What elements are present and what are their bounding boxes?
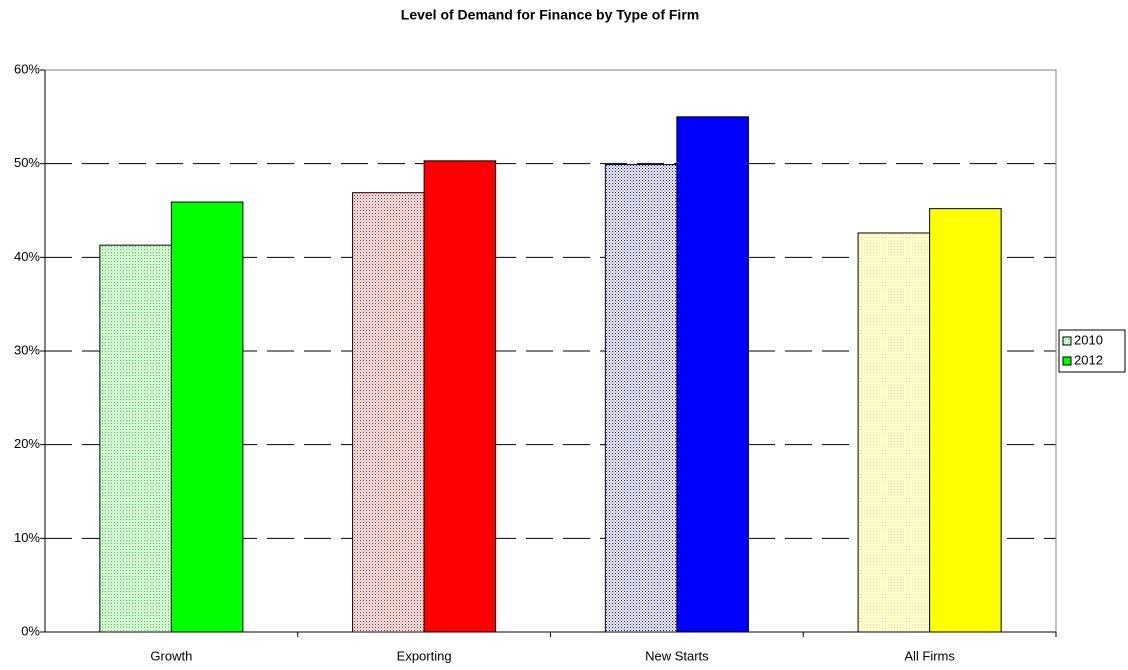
- y-tick-label: 0%: [21, 623, 40, 638]
- legend-swatch: [1062, 336, 1072, 346]
- y-tick-label: 60%: [14, 61, 40, 76]
- bar: [857, 232, 931, 633]
- bar: [929, 208, 1002, 633]
- x-tick-label: Exporting: [397, 648, 452, 663]
- y-tick-label: 20%: [14, 436, 40, 451]
- legend-label: 2010: [1074, 332, 1103, 347]
- bar: [423, 160, 497, 633]
- y-tick-label: 50%: [14, 155, 40, 170]
- bar: [170, 201, 244, 633]
- y-tick-label: 40%: [14, 249, 40, 264]
- x-tick-label: All Firms: [904, 648, 955, 663]
- bar: [604, 164, 678, 633]
- bar: [676, 116, 749, 633]
- x-tick-label: New Starts: [645, 648, 709, 663]
- bar: [352, 192, 425, 633]
- legend-label: 2012: [1074, 352, 1103, 367]
- x-tick-label: Growth: [150, 648, 192, 663]
- bar: [99, 244, 172, 633]
- y-tick-label: 10%: [14, 530, 40, 545]
- y-tick-label: 30%: [14, 342, 40, 357]
- legend-swatch: [1062, 356, 1072, 366]
- chart-title: Level of Demand for Finance by Type of F…: [401, 7, 699, 23]
